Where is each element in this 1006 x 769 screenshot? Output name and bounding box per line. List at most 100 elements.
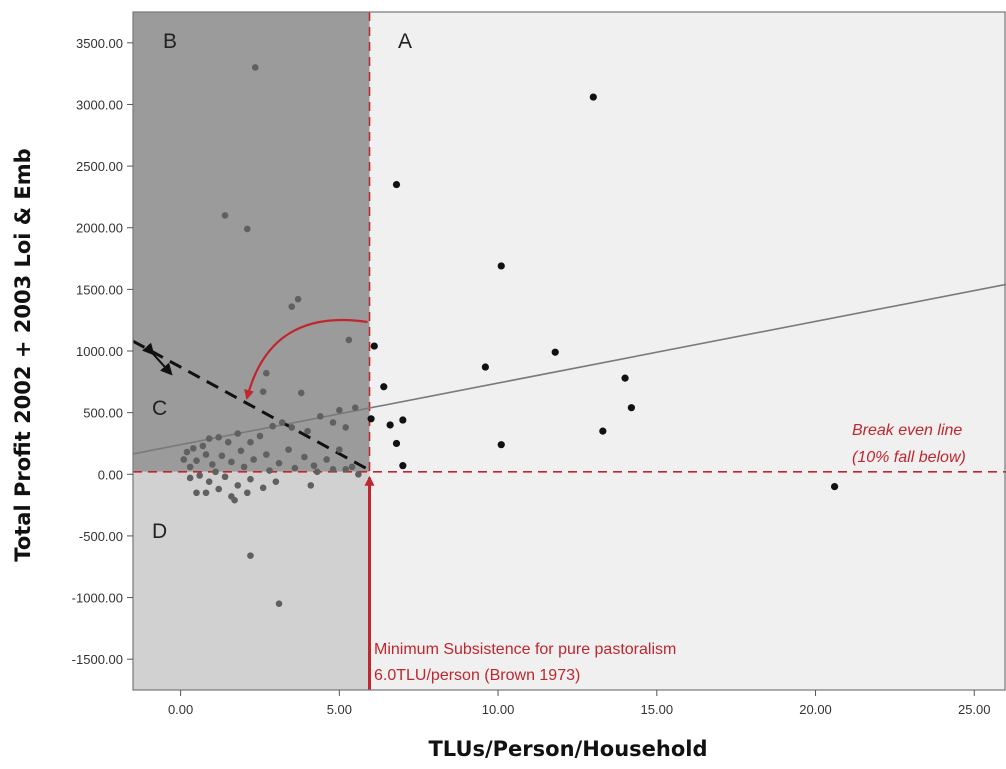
data-point — [205, 435, 213, 442]
data-point — [621, 374, 629, 382]
quadrant-bc-region — [133, 12, 370, 472]
double-arrow-icon — [142, 342, 173, 376]
data-point — [256, 432, 264, 440]
data-point — [342, 466, 349, 473]
data-point — [186, 463, 194, 471]
data-point — [205, 478, 213, 485]
data-point — [221, 473, 229, 481]
data-point — [234, 430, 242, 437]
data-point — [190, 445, 197, 452]
data-point — [304, 427, 311, 435]
data-point — [323, 456, 330, 463]
data-point — [209, 461, 216, 468]
data-point — [259, 388, 267, 395]
data-point — [291, 464, 299, 472]
data-point — [263, 369, 270, 377]
quadrant-a-region — [369, 12, 1006, 690]
data-point — [199, 442, 207, 450]
y-tick-label: -500.00 — [79, 529, 123, 544]
y-tick-label: 2000.00 — [76, 221, 123, 236]
quadrant-label-a: A — [398, 30, 412, 53]
data-point — [237, 447, 245, 455]
y-tick-label: 3000.00 — [76, 97, 123, 112]
data-point — [288, 424, 296, 431]
data-point — [275, 600, 283, 608]
data-point — [310, 462, 318, 469]
data-point — [218, 452, 226, 460]
y-tick-label: 2500.00 — [76, 159, 123, 174]
data-point — [196, 472, 203, 479]
data-point — [259, 484, 267, 492]
quadrant-d-region — [133, 471, 370, 690]
break-even-sublabel: (10% fall below) — [852, 449, 966, 466]
data-point — [497, 262, 505, 270]
data-point — [247, 475, 254, 483]
y-tick-label: 3500.00 — [76, 36, 123, 51]
break-even-label: Break even line — [852, 422, 962, 439]
data-point — [329, 419, 337, 426]
data-point — [399, 416, 407, 424]
data-point — [551, 348, 559, 356]
data-point — [231, 496, 238, 504]
data-point — [224, 438, 232, 446]
quadrant-label-b: B — [163, 30, 177, 53]
data-point — [392, 439, 401, 448]
data-point — [589, 93, 597, 101]
data-point — [202, 489, 210, 497]
data-point — [830, 483, 839, 491]
data-point — [193, 457, 200, 465]
data-point — [345, 336, 353, 344]
y-tick-label: 500.00 — [83, 406, 123, 421]
data-point — [481, 363, 489, 371]
x-tick-label: 10.00 — [482, 702, 515, 717]
data-point — [348, 463, 356, 471]
data-point — [240, 463, 248, 471]
data-point — [599, 427, 607, 435]
data-point — [234, 482, 242, 489]
data-point — [386, 421, 394, 429]
data-point — [221, 212, 229, 219]
data-point — [392, 180, 401, 189]
data-point — [266, 467, 273, 474]
y-tick-label: 0.00 — [98, 467, 123, 482]
data-point — [272, 478, 280, 485]
data-point — [269, 422, 276, 430]
data-point — [294, 295, 302, 303]
data-point — [183, 448, 191, 456]
data-point — [243, 225, 251, 233]
data-point — [215, 485, 223, 493]
y-axis-title: Total Profit 2002 + 2003 Loi & Emb — [11, 148, 35, 561]
data-point — [215, 433, 223, 441]
data-point — [329, 466, 337, 473]
data-point — [243, 489, 251, 497]
x-tick-label: 20.00 — [799, 702, 832, 717]
data-point — [336, 406, 343, 414]
data-point — [307, 482, 315, 489]
data-point — [228, 458, 235, 466]
data-point — [263, 451, 270, 458]
x-tick-label: 25.00 — [958, 702, 991, 717]
data-point — [342, 424, 349, 431]
min-subsistence-label: Minimum Subsistence for pure pastoralism — [374, 641, 676, 658]
data-point — [336, 446, 343, 453]
data-point — [278, 419, 286, 426]
data-point — [180, 456, 188, 463]
data-point — [497, 441, 505, 449]
data-point — [247, 552, 254, 559]
y-tick-label: -1000.00 — [72, 591, 123, 606]
data-point — [313, 468, 321, 476]
data-point — [212, 468, 219, 476]
min-subsistence-sublabel: 6.0TLU/person (Brown 1973) — [374, 667, 580, 684]
curved-arrow-icon — [244, 318, 368, 400]
data-point — [202, 451, 210, 458]
data-point — [285, 446, 292, 453]
data-point — [251, 64, 259, 71]
x-tick-label: 0.00 — [168, 702, 193, 717]
y-tick-label: 1000.00 — [76, 344, 123, 359]
data-point — [247, 438, 254, 446]
regression-line — [132, 283, 1006, 455]
quadrant-label-c: C — [152, 397, 167, 420]
data-point — [288, 303, 296, 310]
data-point — [275, 459, 283, 467]
